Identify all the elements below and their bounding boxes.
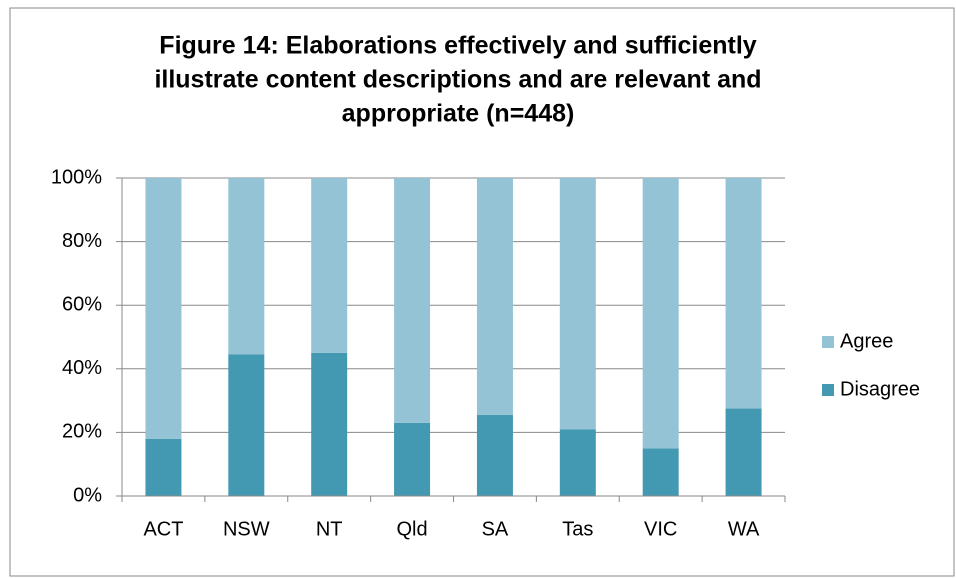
bar-segment — [559, 429, 596, 496]
bar-segment — [725, 178, 762, 409]
legend-swatch — [822, 336, 834, 348]
bar-segment — [642, 178, 679, 449]
x-tick-label: VIC — [644, 518, 677, 540]
chart-title: illustrate content descriptions and are … — [154, 66, 761, 94]
bar-segment — [145, 178, 182, 439]
x-tick-label: SA — [482, 518, 509, 540]
x-tick-label: Tas — [562, 518, 593, 540]
x-tick-label: NSW — [223, 518, 270, 540]
bar-segment — [228, 354, 265, 496]
x-tick-label: WA — [728, 518, 760, 540]
legend-label: Agree — [840, 330, 893, 352]
y-tick-label: 60% — [62, 293, 102, 315]
y-tick-label: 40% — [62, 357, 102, 379]
bar-segment — [311, 178, 348, 353]
y-tick-label: 20% — [62, 421, 102, 443]
bar-segment — [228, 178, 265, 355]
bar-segment — [145, 438, 182, 496]
bar-segment — [476, 414, 513, 496]
bar-segment — [394, 178, 431, 423]
bar-segment — [311, 352, 348, 496]
bar-segment — [476, 178, 513, 415]
x-tick-label: ACT — [143, 518, 183, 540]
bar-segment — [559, 178, 596, 430]
bar-segment — [725, 408, 762, 496]
y-tick-label: 80% — [62, 230, 102, 252]
chart-title: Figure 14: Elaborations effectively and … — [159, 32, 756, 60]
legend-label: Disagree — [840, 378, 920, 400]
legend-swatch — [822, 384, 834, 396]
y-tick-label: 100% — [51, 166, 102, 188]
x-tick-label: NT — [316, 518, 343, 540]
x-tick-label: Qld — [397, 518, 428, 540]
y-tick-label: 0% — [73, 484, 102, 506]
chart-title: appropriate (n=448) — [342, 100, 575, 128]
bar-segment — [394, 422, 431, 496]
bar-segment — [642, 448, 679, 496]
